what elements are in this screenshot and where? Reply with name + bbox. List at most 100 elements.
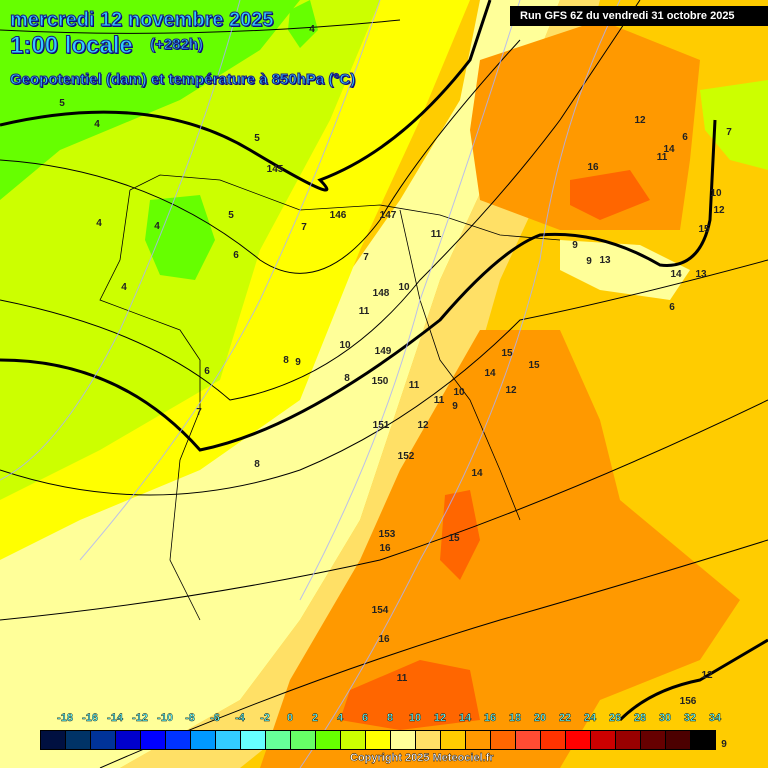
contour-label: 5 [228, 210, 234, 221]
parameter-title: Geopotentiel (dam) et température à 850h… [9, 71, 356, 89]
contour-label: 4 [96, 218, 102, 229]
legend-label: -4 [235, 712, 245, 724]
contour-label: 14 [471, 468, 483, 479]
contour-label: 7 [301, 222, 307, 233]
legend-swatch [41, 731, 66, 749]
contour-label: 6 [682, 132, 688, 143]
contour-label: 150 [372, 376, 389, 387]
legend-swatch [166, 731, 191, 749]
temp-zone-4-patch-2 [288, 0, 318, 48]
temp-zone-4-patch [145, 195, 215, 280]
legend-label: -6 [210, 712, 220, 724]
contour-label: 6 [233, 250, 239, 261]
temp-zone-6-ne [700, 80, 768, 170]
contour-label: 4 [121, 282, 127, 293]
contour-label: 14 [663, 144, 675, 155]
contour-label: 11 [359, 306, 370, 317]
contour-label: 9 [452, 401, 458, 412]
contour-label: 6 [669, 302, 675, 313]
temp-zone-4 [0, 0, 300, 200]
contour-label: 12 [634, 115, 646, 126]
legend-swatch [491, 731, 516, 749]
legend-swatch [616, 731, 641, 749]
contour-label: 8 [254, 459, 260, 470]
contour-label: 14 [484, 368, 496, 379]
legend-label: -16 [82, 712, 98, 724]
contour-label: 12 [505, 385, 517, 396]
contour-label: 9 [572, 240, 578, 251]
legend-label: 28 [633, 712, 647, 724]
legend-swatch [366, 731, 391, 749]
contour-label: 10 [453, 387, 465, 398]
legend-label: 20 [533, 712, 547, 724]
contour-label: 148 [373, 288, 390, 299]
legend-swatch [416, 731, 441, 749]
legend-swatch [116, 731, 141, 749]
contour-label: 6 [204, 366, 210, 377]
legend-label: 12 [433, 712, 447, 724]
contour-label: 15 [698, 224, 710, 235]
legend-swatch [466, 731, 491, 749]
contour-label: 154 [372, 605, 389, 616]
legend-swatch [66, 731, 91, 749]
legend-swatch [516, 731, 541, 749]
legend-label: 34 [708, 712, 722, 724]
legend-label: -14 [107, 712, 123, 724]
legend-label: 22 [558, 712, 572, 724]
contour-label: 16 [379, 543, 391, 554]
contour-label: 7 [363, 252, 369, 263]
run-info: Run GFS 6Z du vendredi 31 octobre 2025 [510, 6, 768, 26]
legend-label: 10 [408, 712, 422, 724]
legend-label: 32 [683, 712, 697, 724]
contour-label: 11 [409, 380, 420, 391]
legend-label: -10 [157, 712, 173, 724]
legend-swatch [691, 731, 715, 749]
legend-label: 26 [608, 712, 622, 724]
temp-zone-10-coast [560, 240, 690, 300]
legend-swatch [341, 731, 366, 749]
legend-swatch [441, 731, 466, 749]
forecast-time: 1:00 locale [10, 32, 134, 60]
legend-swatches [40, 730, 716, 750]
contour-label: 10 [398, 282, 410, 293]
contour-label: 13 [599, 255, 611, 266]
contour-label: 147 [380, 210, 397, 221]
forecast-date: mercredi 12 novembre 2025 [10, 9, 274, 32]
contour-label: 12 [417, 420, 429, 431]
contour-label: 10 [710, 188, 722, 199]
contour-label: 7 [196, 407, 202, 418]
legend-label: 4 [336, 712, 344, 724]
contour-label: 14 [670, 269, 682, 280]
legend-swatch [291, 731, 316, 749]
contour-label: 145 [267, 164, 284, 175]
contour-label: 12 [701, 670, 713, 681]
contour-label: 9 [721, 739, 727, 750]
legend-label: 30 [658, 712, 672, 724]
legend-label: 2 [311, 712, 319, 724]
legend-swatch [641, 731, 666, 749]
contour-label: 11 [397, 673, 408, 684]
contour-label: 9 [586, 256, 592, 267]
legend-label: 16 [483, 712, 497, 724]
legend-swatch [91, 731, 116, 749]
contour-label: 12 [713, 205, 725, 216]
contour-label: 15 [448, 533, 460, 544]
contour-label: 10 [339, 340, 351, 351]
contour-label: 4 [154, 221, 160, 232]
contour-label: 16 [378, 634, 390, 645]
temp-zone-18-c [340, 660, 480, 730]
legend-label: 14 [458, 712, 472, 724]
contour-label: 5 [254, 133, 260, 144]
forecast-lead-time: (+282h) [150, 36, 204, 54]
legend-swatch [316, 731, 341, 749]
contour-label: 8 [283, 355, 289, 366]
contour-label: 11 [434, 395, 445, 406]
legend-swatch [566, 731, 591, 749]
contour-label: 15 [528, 360, 540, 371]
legend-swatch [191, 731, 216, 749]
contour-label: 146 [330, 210, 347, 221]
contour-label: 8 [344, 373, 350, 384]
isotherms [0, 0, 621, 768]
